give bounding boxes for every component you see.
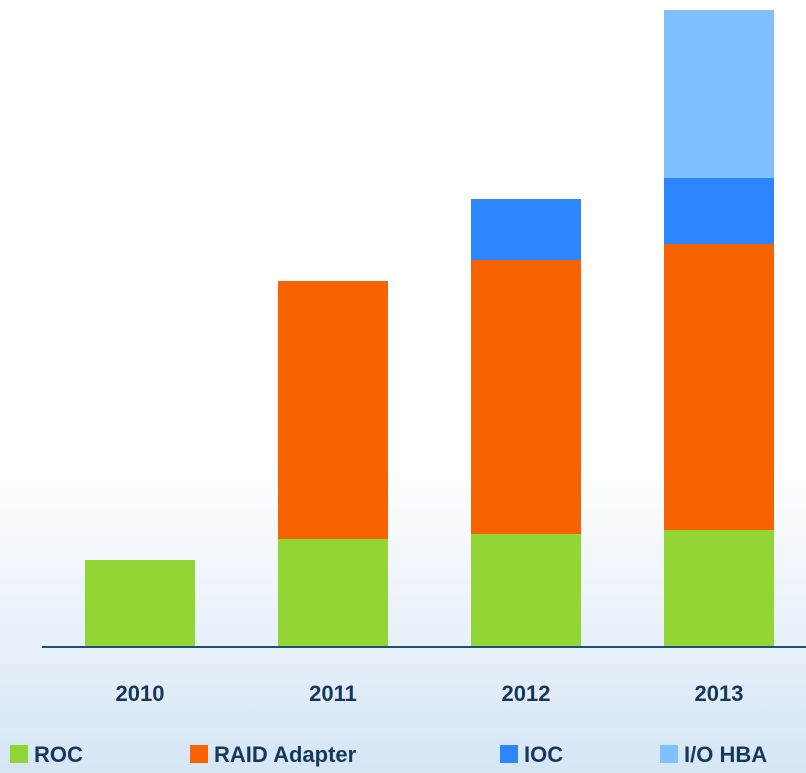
legend-swatch <box>660 745 678 763</box>
legend-swatch <box>10 745 28 763</box>
x-tick-label: 2011 <box>309 681 357 706</box>
legend-swatch <box>190 745 208 763</box>
legend-label: IOC <box>524 742 563 767</box>
bar-segment <box>471 534 581 647</box>
legend-label: I/O HBA <box>684 742 767 767</box>
legend-swatch <box>500 745 518 763</box>
x-tick-label: 2012 <box>502 681 551 706</box>
bar-segment <box>471 199 581 260</box>
x-tick-label: 2013 <box>695 681 744 706</box>
bar-segment <box>664 178 774 244</box>
bar-segment <box>471 260 581 534</box>
x-tick-label: 2010 <box>116 681 165 706</box>
legend-label: ROC <box>34 742 83 767</box>
bar-segment <box>664 10 774 178</box>
bar-segment <box>278 539 388 647</box>
bar-segment <box>664 244 774 530</box>
bar-segment <box>278 281 388 539</box>
bar-segment <box>664 530 774 647</box>
legend-label: RAID Adapter <box>214 742 357 767</box>
bar-segment <box>85 560 195 647</box>
